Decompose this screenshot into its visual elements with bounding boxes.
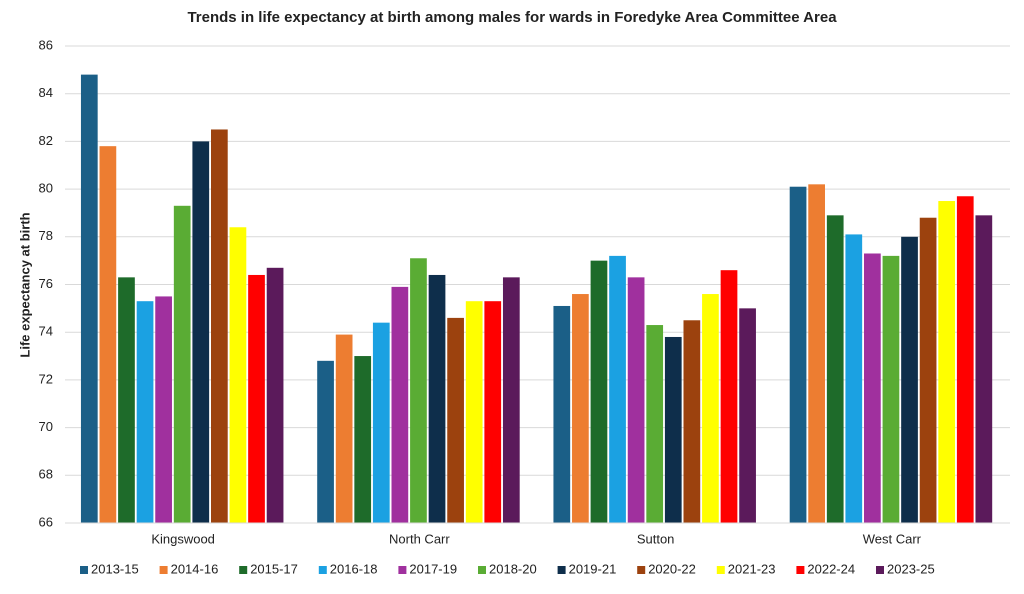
bar — [590, 260, 608, 523]
bar — [845, 234, 863, 524]
legend-swatch — [478, 566, 486, 574]
bar — [882, 255, 900, 523]
bar — [155, 296, 172, 523]
bar — [808, 184, 825, 523]
bar — [702, 294, 719, 523]
bar — [739, 308, 756, 523]
bar — [317, 360, 334, 523]
bar — [335, 334, 353, 523]
bar — [901, 236, 918, 524]
legend-label: 2021-23 — [728, 561, 776, 576]
bar — [683, 320, 701, 523]
bar — [465, 301, 483, 523]
bar — [789, 186, 807, 523]
bar — [266, 267, 284, 523]
bar — [864, 253, 881, 523]
legend-swatch — [159, 566, 168, 574]
legend-label: 2016-18 — [330, 561, 378, 576]
bar — [210, 129, 228, 523]
bar — [826, 215, 844, 523]
x-tick-label: North Carr — [389, 531, 450, 546]
legend-label: 2015-17 — [250, 561, 298, 576]
x-tick-label: Kingswood — [151, 531, 215, 546]
y-tick-label: 78 — [39, 228, 53, 243]
legend-swatch — [398, 566, 407, 574]
bar — [919, 217, 937, 523]
bar — [354, 356, 372, 523]
x-tick-label: Sutton — [637, 531, 675, 546]
y-tick-label: 74 — [39, 324, 53, 339]
legend-swatch — [876, 566, 884, 574]
bar — [447, 317, 464, 523]
legend-swatch — [239, 566, 248, 574]
bar — [938, 201, 956, 523]
legend-swatch — [557, 566, 566, 574]
chart-title: Trends in life expectancy at birth among… — [187, 9, 837, 26]
bar — [136, 301, 154, 523]
bar — [248, 274, 265, 523]
bar — [428, 274, 446, 523]
y-tick-label: 68 — [39, 467, 53, 482]
bar — [229, 227, 247, 523]
legend-label: 2013-15 — [91, 561, 139, 576]
bar — [664, 336, 682, 523]
legend-label: 2022-24 — [807, 561, 855, 576]
bar — [484, 301, 502, 523]
bar — [609, 255, 626, 523]
bar — [646, 325, 664, 523]
y-tick-label: 76 — [39, 276, 53, 291]
y-tick-label: 86 — [39, 37, 53, 52]
bar — [720, 270, 738, 523]
y-axis-label: Life expectancy at birth — [17, 212, 32, 357]
bar — [572, 294, 589, 523]
bar — [192, 141, 210, 523]
bar — [410, 258, 427, 523]
legend-swatch — [318, 566, 327, 574]
y-tick-label: 66 — [39, 514, 53, 529]
legend-label: 2019-21 — [569, 561, 617, 576]
bar — [173, 205, 191, 524]
bar — [391, 286, 409, 523]
y-tick-label: 70 — [39, 419, 53, 434]
legend-swatch — [716, 566, 725, 574]
y-tick-label: 72 — [39, 371, 53, 386]
legend-label: 2020-22 — [648, 561, 696, 576]
bar — [372, 322, 390, 523]
bar — [553, 305, 571, 523]
x-tick-label: West Carr — [863, 531, 922, 546]
legend-label: 2018-20 — [489, 561, 537, 576]
bar — [956, 196, 974, 523]
y-tick-label: 82 — [39, 133, 53, 148]
bar — [80, 74, 98, 524]
legend-swatch — [796, 566, 805, 574]
legend-label: 2014-16 — [171, 561, 219, 576]
bar — [502, 277, 520, 523]
y-tick-label: 84 — [39, 85, 53, 100]
bar — [99, 146, 117, 524]
bar — [627, 277, 645, 523]
legend-swatch — [637, 566, 646, 574]
bar — [975, 215, 993, 523]
bar — [118, 277, 135, 523]
legend-label: 2017-19 — [409, 561, 457, 576]
legend-swatch — [80, 566, 88, 574]
legend-label: 2023-25 — [887, 561, 935, 576]
y-tick-label: 80 — [39, 181, 53, 196]
